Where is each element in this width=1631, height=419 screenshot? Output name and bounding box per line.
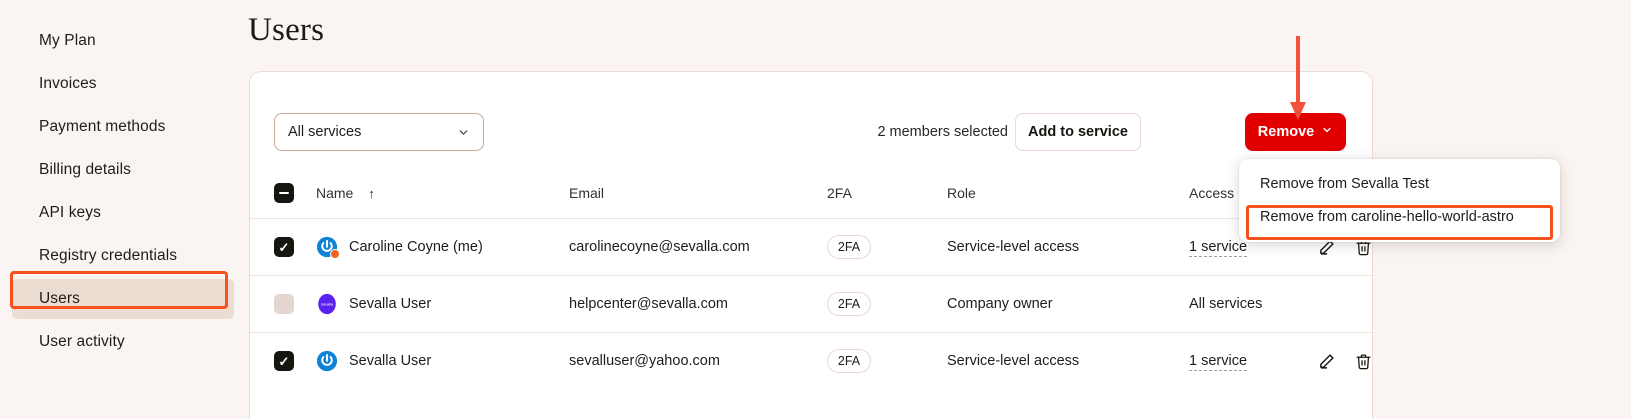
- twofa-cell: 2FA: [827, 235, 947, 259]
- chevron-down-icon: [1321, 124, 1333, 140]
- user-name-cell: Sevalla User: [316, 350, 569, 372]
- remove-button-label: Remove: [1257, 124, 1315, 140]
- sidebar-item-user-activity[interactable]: User activity: [12, 322, 234, 362]
- sidebar: My Plan Invoices Payment methods Billing…: [0, 0, 248, 419]
- user-role: Company owner: [947, 296, 1053, 312]
- select-all-cell: [274, 183, 316, 203]
- row-actions: [1316, 351, 1373, 371]
- users-toolbar: All services 2 members selected Add to s…: [250, 72, 1372, 168]
- sidebar-item-label: Registry credentials: [39, 247, 178, 264]
- edit-icon[interactable]: [1316, 237, 1336, 257]
- sidebar-item-label: User activity: [39, 333, 125, 350]
- row-select-cell: ✓: [274, 237, 316, 257]
- user-name: Caroline Coyne (me): [349, 239, 483, 255]
- selection-status: 2 members selected: [877, 124, 1008, 140]
- status-badge: 2FA: [827, 349, 871, 373]
- sidebar-item-invoices[interactable]: Invoices: [12, 64, 234, 104]
- row-checkbox[interactable]: ✓: [274, 351, 294, 371]
- arrow-annotation: [1289, 36, 1307, 127]
- user-email: helpcenter@sevalla.com: [569, 296, 728, 312]
- select-all-checkbox[interactable]: [274, 183, 294, 203]
- table-row: sevalla Sevalla User helpcenter@sevalla.…: [250, 275, 1372, 332]
- user-access-cell: 1 service: [1189, 352, 1316, 371]
- user-email: sevalluser@yahoo.com: [569, 353, 720, 369]
- user-name: Sevalla User: [349, 296, 432, 312]
- twofa-cell: 2FA: [827, 292, 947, 316]
- twofa-cell: 2FA: [827, 349, 947, 373]
- column-header-access: Access: [1189, 185, 1235, 201]
- sidebar-item-label: Payment methods: [39, 118, 166, 135]
- users-card: All services 2 members selected Add to s…: [249, 71, 1373, 419]
- access-link[interactable]: 1 service: [1189, 353, 1248, 371]
- sidebar-item-label: API keys: [39, 204, 101, 221]
- column-header-2fa: 2FA: [827, 185, 852, 201]
- page-title: Users: [248, 12, 325, 48]
- table-row: ✓ Caroline Coyne (me) carolinecoyne@seva…: [250, 218, 1372, 275]
- row-select-cell: ✓: [274, 351, 316, 371]
- remove-button[interactable]: Remove: [1245, 113, 1346, 151]
- service-filter-select[interactable]: All services: [274, 113, 484, 151]
- row-select-cell: [274, 294, 316, 314]
- avatar: sevalla: [316, 293, 338, 315]
- user-name: Sevalla User: [349, 353, 432, 369]
- user-email: carolinecoyne@sevalla.com: [569, 239, 750, 255]
- sidebar-item-api-keys[interactable]: API keys: [12, 193, 234, 233]
- sidebar-item-billing-details[interactable]: Billing details: [12, 150, 234, 190]
- sidebar-item-payment-methods[interactable]: Payment methods: [12, 107, 234, 147]
- column-header-role: Role: [947, 185, 976, 201]
- user-access-cell: All services: [1189, 295, 1316, 313]
- menu-item-remove-from-sevalla-test[interactable]: Remove from Sevalla Test: [1239, 167, 1560, 200]
- user-role: Service-level access: [947, 353, 1080, 369]
- sidebar-item-label: Users: [39, 290, 80, 307]
- add-to-service-button[interactable]: Add to service: [1015, 113, 1141, 151]
- access-value: All services: [1189, 296, 1263, 312]
- column-header-email: Email: [569, 185, 605, 201]
- user-role: Service-level access: [947, 239, 1080, 255]
- svg-text:sevalla: sevalla: [321, 302, 334, 306]
- service-filter-value: All services: [288, 124, 362, 140]
- sidebar-item-my-plan[interactable]: My Plan: [12, 21, 234, 61]
- sort-ascending-icon: ↑: [368, 185, 375, 201]
- status-badge: 2FA: [827, 235, 871, 259]
- column-header-name-label: Name: [316, 185, 354, 201]
- column-header-name[interactable]: Name ↑: [316, 185, 569, 201]
- chevron-down-icon: [457, 126, 470, 139]
- sidebar-item-label: Invoices: [39, 75, 97, 92]
- edit-icon[interactable]: [1316, 351, 1336, 371]
- row-checkbox[interactable]: ✓: [274, 237, 294, 257]
- table-header-row: Name ↑ Email 2FA Role Access: [250, 168, 1372, 218]
- table-row: ✓ Sevalla User sevalluser@yahoo.com 2FA …: [250, 332, 1372, 389]
- delete-icon[interactable]: [1353, 351, 1373, 371]
- user-access-cell: 1 service: [1189, 238, 1316, 257]
- status-badge: 2FA: [827, 292, 871, 316]
- access-link[interactable]: 1 service: [1189, 239, 1248, 257]
- sidebar-item-label: Billing details: [39, 161, 131, 178]
- menu-item-remove-from-caroline-hello-world-astro[interactable]: Remove from caroline-hello-world-astro: [1239, 200, 1560, 233]
- menu-item-label: Remove from Sevalla Test: [1260, 175, 1429, 192]
- menu-item-label: Remove from caroline-hello-world-astro: [1260, 208, 1514, 225]
- row-checkbox[interactable]: [274, 294, 294, 314]
- sidebar-item-users[interactable]: Users: [12, 279, 234, 319]
- sidebar-item-label: My Plan: [39, 32, 96, 49]
- user-name-cell: sevalla Sevalla User: [316, 293, 569, 315]
- avatar: [316, 236, 340, 259]
- avatar: [316, 350, 338, 372]
- status-badge: [330, 249, 340, 259]
- user-name-cell: Caroline Coyne (me): [316, 236, 569, 259]
- users-table: Name ↑ Email 2FA Role Access ✓ Caroline …: [250, 168, 1372, 389]
- sidebar-item-registry-credentials[interactable]: Registry credentials: [12, 236, 234, 276]
- remove-dropdown-menu: Remove from Sevalla Test Remove from car…: [1239, 159, 1560, 242]
